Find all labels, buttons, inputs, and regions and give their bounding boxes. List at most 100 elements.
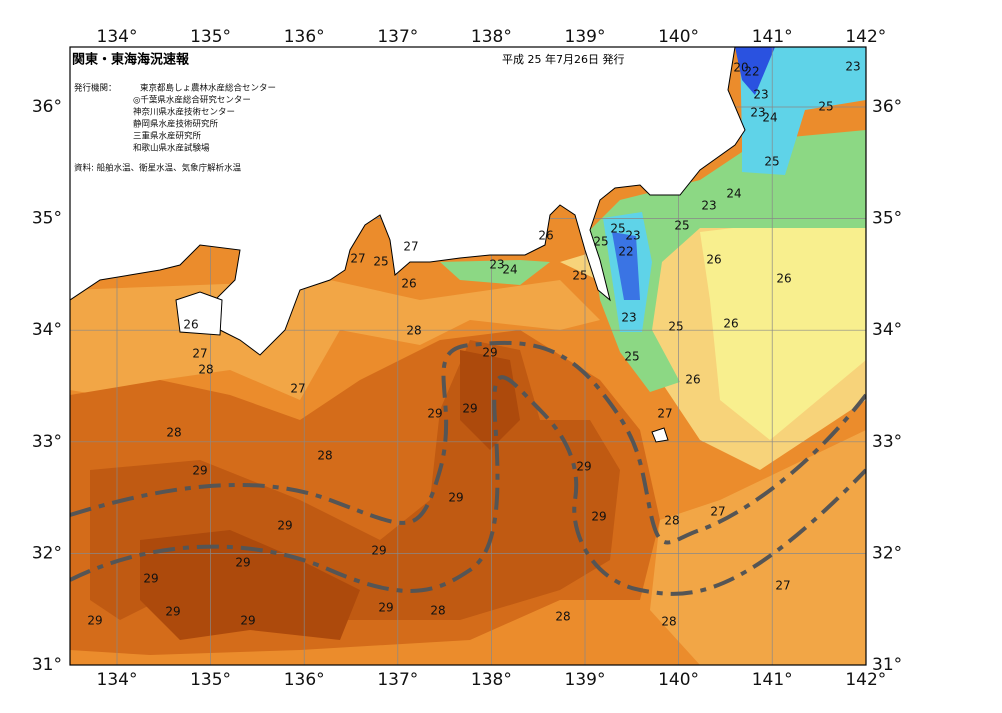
publisher-label: 発行機関： bbox=[74, 83, 117, 94]
contour-label: 22 bbox=[618, 245, 633, 259]
lon-label: 142° bbox=[845, 27, 886, 47]
lat-label: 31° bbox=[872, 655, 902, 675]
contour-label: 29 bbox=[448, 491, 463, 505]
contour-label: 27 bbox=[775, 579, 790, 593]
contour-label: 27 bbox=[403, 240, 418, 254]
lon-label: 135° bbox=[190, 27, 231, 47]
issue-date: 平成 25 年7月26日 発行 bbox=[502, 52, 624, 66]
lon-label: 140° bbox=[658, 670, 699, 690]
lat-label: 35° bbox=[32, 209, 62, 229]
contour-label: 29 bbox=[591, 510, 606, 524]
contour-label: 27 bbox=[657, 407, 672, 421]
contour-label: 24 bbox=[762, 111, 777, 125]
agency: 東京都島しょ農林水産総合センター bbox=[140, 83, 276, 94]
contour-label: 20 bbox=[733, 61, 748, 75]
lon-label: 136° bbox=[284, 670, 325, 690]
lat-label: 34° bbox=[32, 320, 62, 340]
contour-label: 29 bbox=[482, 346, 497, 360]
agency: 神奈川県水産技術センター bbox=[133, 107, 235, 118]
contour-label: 25 bbox=[373, 255, 388, 269]
contour-label: 26 bbox=[183, 318, 198, 332]
contour-label: 25 bbox=[593, 235, 608, 249]
agency: ◎千葉県水産総合研究センター bbox=[133, 95, 251, 106]
lat-label: 33° bbox=[872, 432, 902, 452]
contour-label: 29 bbox=[277, 519, 292, 533]
contour-label: 23 bbox=[625, 229, 640, 243]
contour-label: 26 bbox=[723, 317, 738, 331]
contour-label: 26 bbox=[776, 272, 791, 286]
lon-label: 139° bbox=[565, 27, 606, 47]
contour-label: 25 bbox=[610, 222, 625, 236]
contour-label: 23 bbox=[621, 311, 636, 325]
contour-label: 26 bbox=[538, 229, 553, 243]
contour-label: 28 bbox=[166, 426, 181, 440]
contour-label: 29 bbox=[576, 460, 591, 474]
contour-label: 24 bbox=[726, 187, 741, 201]
lat-label: 32° bbox=[32, 543, 62, 563]
contour-label: 26 bbox=[685, 373, 700, 387]
contour-label: 26 bbox=[401, 277, 416, 291]
lon-label: 134° bbox=[97, 670, 138, 690]
lon-label: 141° bbox=[752, 27, 793, 47]
contour-label: 23 bbox=[845, 60, 860, 74]
lon-label: 137° bbox=[377, 670, 418, 690]
kuroshio-path bbox=[70, 340, 866, 596]
lon-label: 134° bbox=[97, 27, 138, 47]
contour-label: 22 bbox=[744, 65, 759, 79]
contour-label: 25 bbox=[818, 100, 833, 114]
data-source: 資料: 船舶水温、衛星水温、気象庁解析水温 bbox=[74, 163, 242, 174]
contour-label: 23 bbox=[753, 88, 768, 102]
contour-label: 29 bbox=[371, 544, 386, 558]
contour-label: 27 bbox=[710, 505, 725, 519]
lat-label: 31° bbox=[32, 655, 62, 675]
contour-label: 29 bbox=[378, 601, 393, 615]
contour-label: 29 bbox=[427, 407, 442, 421]
contour-label: 28 bbox=[317, 449, 332, 463]
lon-label: 140° bbox=[658, 27, 699, 47]
lon-label: 137° bbox=[377, 27, 418, 47]
contour-label: 28 bbox=[661, 615, 676, 629]
lon-label: 136° bbox=[284, 27, 325, 47]
lat-label: 36° bbox=[872, 97, 902, 117]
contour-label: 26 bbox=[706, 253, 721, 267]
contour-label: 29 bbox=[240, 614, 255, 628]
contour-label: 25 bbox=[668, 320, 683, 334]
contour-label: 25 bbox=[764, 155, 779, 169]
lat-label: 34° bbox=[872, 320, 902, 340]
land bbox=[70, 47, 746, 356]
lon-label: 138° bbox=[471, 27, 512, 47]
agency: 静岡県水産技術研究所 bbox=[133, 119, 219, 130]
contour-label: 25 bbox=[674, 219, 689, 233]
contour-label: 23 bbox=[701, 199, 716, 213]
contour-label: 29 bbox=[462, 402, 477, 416]
contour-label: 25 bbox=[572, 269, 587, 283]
lon-label: 142° bbox=[845, 670, 886, 690]
contour-label: 25 bbox=[624, 350, 639, 364]
contour-label: 28 bbox=[555, 610, 570, 624]
lon-label: 139° bbox=[565, 670, 606, 690]
map-frame bbox=[69, 46, 867, 666]
contour-label: 29 bbox=[235, 556, 250, 570]
island bbox=[175, 291, 669, 443]
lat-label: 35° bbox=[872, 209, 902, 229]
lon-label: 135° bbox=[190, 670, 231, 690]
agency: 和歌山県水産試験場 bbox=[133, 143, 210, 154]
contour-label: 24 bbox=[502, 263, 517, 277]
contour-label: 27 bbox=[290, 382, 305, 396]
contour-label: 29 bbox=[143, 572, 158, 586]
contour-label: 29 bbox=[165, 605, 180, 619]
contour-label: 23 bbox=[750, 106, 765, 120]
contour-label: 27 bbox=[350, 252, 365, 266]
contour-label: 29 bbox=[87, 614, 102, 628]
contour-label: 28 bbox=[406, 324, 421, 338]
lat-label: 32° bbox=[872, 543, 902, 563]
contour-label: 27 bbox=[192, 347, 207, 361]
lon-label: 141° bbox=[752, 670, 793, 690]
agency: 三重県水産研究所 bbox=[133, 131, 202, 142]
lon-label: 138° bbox=[471, 670, 512, 690]
lat-label: 33° bbox=[32, 432, 62, 452]
contour-label: 29 bbox=[192, 464, 207, 478]
contour-label: 28 bbox=[198, 363, 213, 377]
